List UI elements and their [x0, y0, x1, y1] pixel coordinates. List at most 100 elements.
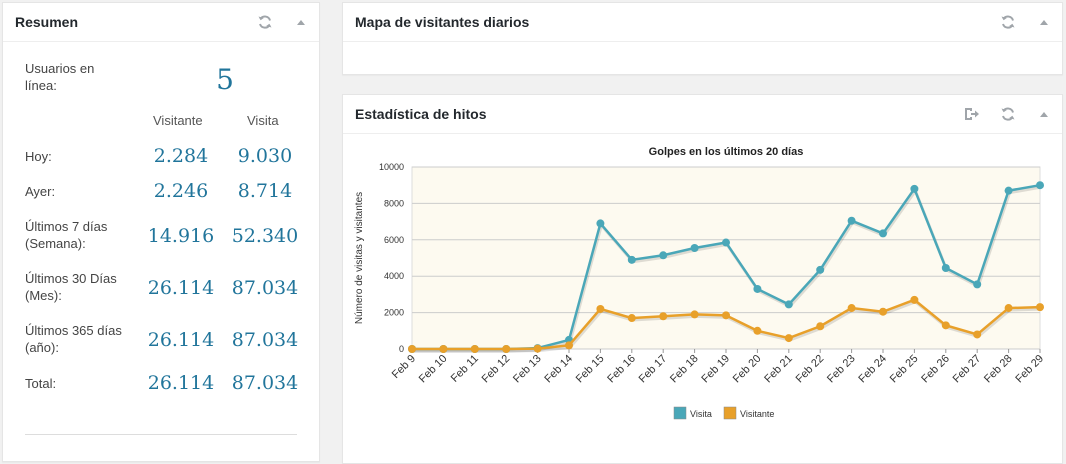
data-point	[753, 326, 762, 335]
row-today-visit: 9.030	[237, 145, 293, 167]
data-point	[596, 304, 605, 313]
data-point	[690, 243, 699, 252]
data-point	[408, 345, 416, 353]
legend-label-visitante: Visitante	[740, 409, 774, 419]
legend-label-visita: Visita	[690, 409, 712, 419]
x-tick-label: Feb 26	[919, 353, 952, 386]
x-tick-label: Feb 20	[731, 353, 764, 386]
data-point	[502, 345, 511, 353]
row-today-visitor: 2.284	[153, 145, 209, 167]
x-tick-label: Feb 29	[1013, 353, 1046, 386]
x-tick-label: Feb 19	[699, 353, 732, 386]
refresh-icon[interactable]	[256, 13, 274, 31]
x-tick-label: Feb 14	[542, 353, 575, 386]
data-point	[753, 284, 762, 293]
y-tick-label: 8000	[384, 198, 404, 208]
y-axis-label: Número de visitas y visitantes	[354, 192, 365, 324]
x-tick-label: Feb 28	[982, 353, 1015, 386]
mapa-title: Mapa de visitantes diarios	[355, 14, 530, 30]
row-month-visit: 87.034	[231, 277, 299, 299]
data-point	[879, 229, 887, 238]
data-point	[816, 265, 825, 274]
x-tick-label: Feb 13	[511, 353, 544, 386]
data-point	[470, 345, 479, 353]
collapse-icon[interactable]	[1035, 105, 1053, 123]
x-tick-label: Feb 16	[605, 353, 638, 386]
data-point	[722, 311, 730, 320]
data-point	[565, 341, 573, 350]
row-today-label: Hoy:	[25, 149, 52, 164]
y-tick-label: 6000	[384, 235, 404, 245]
collapse-icon[interactable]	[1035, 13, 1053, 31]
y-tick-label: 4000	[384, 271, 404, 281]
data-point	[847, 216, 856, 225]
data-point	[816, 322, 825, 331]
online-label: Usuarios en línea:	[25, 61, 95, 93]
x-tick-label: Feb 12	[480, 353, 513, 386]
online-count: 5	[216, 63, 234, 96]
data-point	[533, 344, 542, 353]
data-point	[973, 330, 982, 339]
data-point	[1004, 304, 1013, 313]
legend-swatch-visita	[673, 406, 687, 420]
refresh-icon[interactable]	[999, 13, 1017, 31]
data-point	[659, 251, 668, 260]
y-tick-label: 2000	[384, 308, 404, 318]
hitos-title: Estadística de hitos	[355, 106, 487, 122]
data-point	[910, 184, 919, 193]
row-month-visitor: 26.114	[147, 277, 215, 299]
data-point	[847, 304, 856, 313]
legend-swatch-visitante	[723, 406, 737, 420]
row-year-visitor: 26.114	[147, 329, 215, 351]
data-point	[722, 238, 730, 247]
row-week-visit: 52.340	[231, 225, 299, 247]
resumen-header: Resumen	[3, 3, 319, 42]
data-point	[627, 314, 636, 323]
hits-chart: Golpes en los últimos 20 días 0 2000 4000 60…	[354, 146, 1046, 420]
x-tick-label: Feb 18	[668, 353, 701, 386]
row-week-visitor: 14.916	[147, 225, 215, 247]
data-point	[627, 255, 636, 264]
x-tick-label: Feb 24	[856, 353, 889, 386]
data-point	[690, 310, 699, 319]
data-point	[784, 334, 793, 343]
y-tick-label: 0	[399, 344, 404, 354]
x-tick-label: Feb 22	[794, 353, 827, 386]
data-point	[784, 300, 793, 309]
x-tick-label: Feb 11	[449, 353, 481, 385]
row-yesterday-visit: 8.714	[237, 180, 293, 202]
data-point	[1036, 303, 1044, 312]
data-point	[1004, 186, 1013, 195]
x-tick-label: Feb 25	[888, 353, 921, 386]
x-tick-label: Feb 10	[417, 353, 450, 386]
data-point	[910, 295, 919, 304]
resumen-title: Resumen	[15, 14, 79, 30]
row-total-visit: 87.034	[231, 372, 299, 394]
x-tick-label: Feb 9	[390, 353, 418, 381]
data-point	[659, 312, 668, 321]
col-visitor-header: Visitante	[153, 113, 203, 128]
x-tick-label: Feb 27	[951, 353, 984, 386]
refresh-icon[interactable]	[999, 105, 1017, 123]
col-visit-header: Visita	[247, 113, 279, 128]
x-tick-label: Feb 21	[762, 353, 795, 386]
resumen-panel: Resumen Usuarios en línea: 5 Visitante V…	[2, 2, 320, 462]
row-week-label: Últimos 7 días (Semana):	[25, 219, 108, 251]
mapa-panel: Mapa de visitantes diarios	[342, 2, 1063, 75]
export-icon[interactable]	[963, 105, 981, 123]
row-year-visit: 87.034	[231, 329, 299, 351]
hitos-panel: Estadística de hitos Golpes en los últim…	[342, 94, 1063, 464]
row-year-label: Últimos 365 días (año):	[25, 323, 122, 355]
data-point	[941, 264, 950, 273]
x-tick-label: Feb 15	[574, 353, 607, 386]
data-point	[1036, 181, 1044, 190]
data-point	[879, 307, 887, 316]
x-tick-label: Feb 17	[637, 353, 670, 386]
row-month-label: Últimos 30 Días (Mes):	[25, 271, 117, 303]
x-tick-label: Feb 23	[825, 353, 858, 386]
mapa-header: Mapa de visitantes diarios	[343, 3, 1062, 42]
collapse-icon[interactable]	[292, 13, 310, 31]
data-point	[941, 321, 950, 330]
row-yesterday-label: Ayer:	[25, 184, 56, 199]
chart-title: Golpes en los últimos 20 días	[649, 146, 804, 158]
